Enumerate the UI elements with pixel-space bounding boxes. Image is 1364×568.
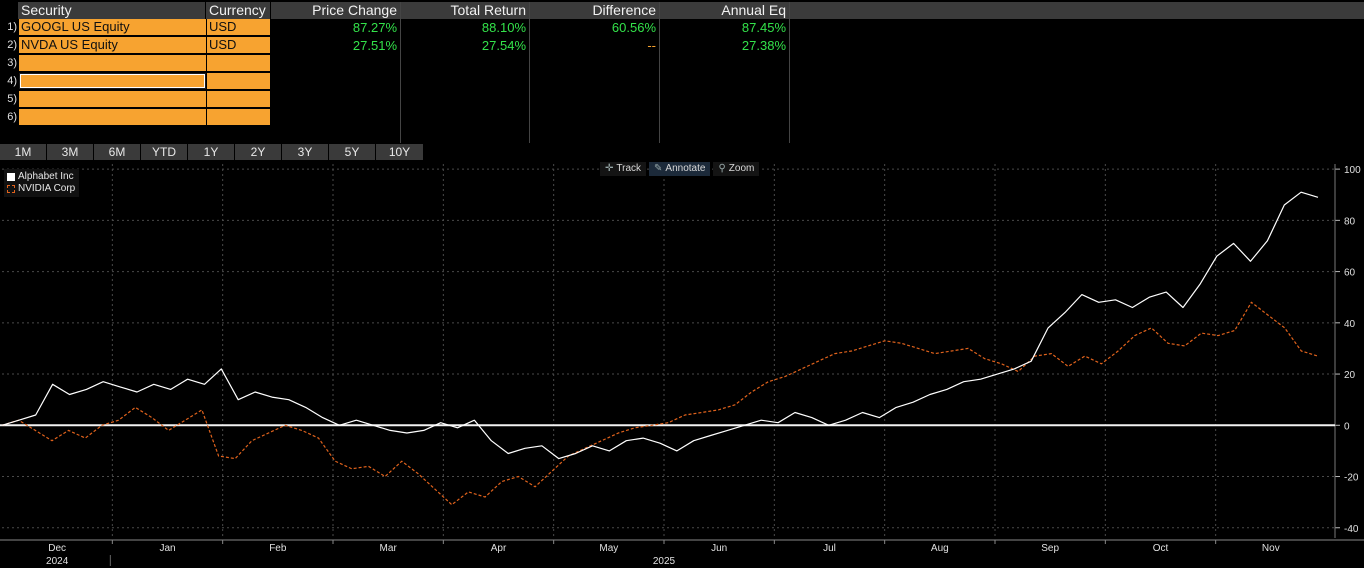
annual-eq-value: 27.38% — [741, 38, 786, 53]
period-button-1m[interactable]: 1M — [0, 144, 47, 160]
x-tick-label: Apr — [491, 543, 507, 554]
column-divider — [400, 2, 401, 143]
series-line-nvidia — [1, 301, 1319, 506]
currency-cell[interactable] — [207, 73, 270, 89]
y-tick-label: 60 — [1344, 268, 1356, 279]
legend-item-nvidia[interactable]: NVIDIA Corp — [7, 183, 75, 195]
row-number: 1) — [7, 21, 17, 33]
series-line-alphabet — [1, 191, 1319, 460]
difference-value: 60.56% — [611, 20, 656, 35]
legend-swatch-solid — [7, 173, 15, 181]
header-filler — [790, 2, 1364, 19]
x-tick-label: Feb — [269, 543, 287, 554]
security-cell-googl[interactable]: GOOGL US Equity — [19, 19, 206, 35]
x-tick-label: May — [599, 543, 618, 554]
crosshair-icon: ✛ — [605, 163, 614, 174]
track-label: Track — [616, 163, 642, 174]
header-price-change[interactable]: Price Change — [271, 2, 400, 19]
period-button-3y[interactable]: 3Y — [282, 144, 329, 160]
y-tick-label: 0 — [1344, 421, 1350, 432]
period-button-10y[interactable]: 10Y — [376, 144, 424, 160]
price-change-value: 27.51% — [352, 38, 397, 53]
period-button-6m[interactable]: 6M — [94, 144, 141, 160]
chart-legend: Alphabet Inc NVIDIA Corp — [4, 169, 80, 197]
security-cell-nvda[interactable]: NVDA US Equity — [19, 37, 206, 53]
year-label: 2024 — [46, 556, 69, 567]
x-tick-label: Aug — [931, 543, 949, 554]
difference-value: -- — [647, 38, 656, 53]
zoom-button[interactable]: ⚲ Zoom — [713, 162, 760, 176]
x-tick-label: Dec — [48, 543, 66, 554]
x-tick-label: Mar — [380, 543, 398, 554]
currency-cell[interactable]: USD — [207, 19, 270, 35]
currency-cell[interactable] — [207, 109, 270, 125]
total-return-value: 88.10% — [481, 20, 526, 35]
currency-cell[interactable]: USD — [207, 37, 270, 53]
row-number: 4) — [7, 75, 17, 87]
legend-item-alphabet[interactable]: Alphabet Inc — [7, 171, 75, 183]
header-total-return[interactable]: Total Return — [401, 2, 529, 19]
row-number: 3) — [7, 57, 17, 69]
security-cell-empty[interactable] — [19, 109, 206, 125]
legend-label: Alphabet Inc — [18, 171, 74, 182]
magnifier-icon: ⚲ — [718, 163, 726, 174]
track-button[interactable]: ✛ Track — [600, 162, 647, 176]
period-button-3m[interactable]: 3M — [47, 144, 94, 160]
security-comparison-table: Security Currency Price Change Total Ret… — [0, 0, 1364, 143]
total-return-value: 27.54% — [481, 38, 526, 53]
x-tick-label: Sep — [1041, 543, 1059, 554]
period-selector: 1M 3M 6M YTD 1Y 2Y 3Y 5Y 10Y — [0, 144, 1364, 160]
performance-chart[interactable]: 100 80 60 40 20 0 -20 -40 Dec Jan Feb Mar Apr May Jun J… — [0, 160, 1364, 568]
period-button-2y[interactable]: 2Y — [235, 144, 282, 160]
price-change-value: 87.27% — [352, 20, 397, 35]
x-tick-label: Jan — [159, 543, 175, 554]
row-number: 2) — [7, 39, 17, 51]
pencil-icon: ✎ — [654, 163, 663, 174]
legend-swatch-dashed — [7, 185, 15, 193]
annual-eq-value: 87.45% — [741, 20, 786, 35]
y-tick-label: 100 — [1344, 165, 1361, 176]
chart-toolbar: ✛ Track ✎ Annotate ⚲ Zoom — [600, 162, 760, 176]
x-tick-label: Jun — [711, 543, 727, 554]
security-cell-empty[interactable] — [19, 91, 206, 107]
currency-cell[interactable] — [207, 91, 270, 107]
period-button-ytd[interactable]: YTD — [141, 144, 188, 160]
y-tick-label: -20 — [1344, 473, 1359, 484]
x-tick-label: Jul — [823, 543, 836, 554]
header-currency[interactable]: Currency — [206, 2, 270, 19]
column-divider — [789, 2, 790, 143]
zoom-label: Zoom — [728, 163, 755, 174]
currency-cell[interactable] — [207, 55, 270, 71]
security-cell-active-input[interactable] — [19, 73, 206, 89]
year-label: 2025 — [653, 556, 676, 567]
annotate-label: Annotate — [665, 163, 706, 174]
column-divider — [529, 2, 530, 143]
period-button-5y[interactable]: 5Y — [329, 144, 376, 160]
security-cell-empty[interactable] — [19, 55, 206, 71]
y-tick-label: 40 — [1344, 319, 1356, 330]
y-tick-label: -40 — [1344, 524, 1359, 535]
y-tick-label: 20 — [1344, 370, 1356, 381]
legend-label: NVIDIA Corp — [18, 183, 76, 194]
row-number: 5) — [7, 93, 17, 105]
column-divider — [659, 2, 660, 143]
x-tick-label: Oct — [1153, 543, 1169, 554]
x-tick-label: Nov — [1262, 543, 1280, 554]
header-difference[interactable]: Difference — [530, 2, 659, 19]
header-security[interactable]: Security — [18, 2, 205, 19]
annotate-button[interactable]: ✎ Annotate — [649, 162, 711, 176]
y-tick-label: 80 — [1344, 216, 1356, 227]
chart-canvas[interactable]: 100 80 60 40 20 0 -20 -40 Dec Jan Feb Mar Apr May Jun J… — [0, 160, 1364, 568]
row-number: 6) — [7, 111, 17, 123]
header-annual-eq[interactable]: Annual Eq — [660, 2, 789, 19]
period-button-1y[interactable]: 1Y — [188, 144, 235, 160]
